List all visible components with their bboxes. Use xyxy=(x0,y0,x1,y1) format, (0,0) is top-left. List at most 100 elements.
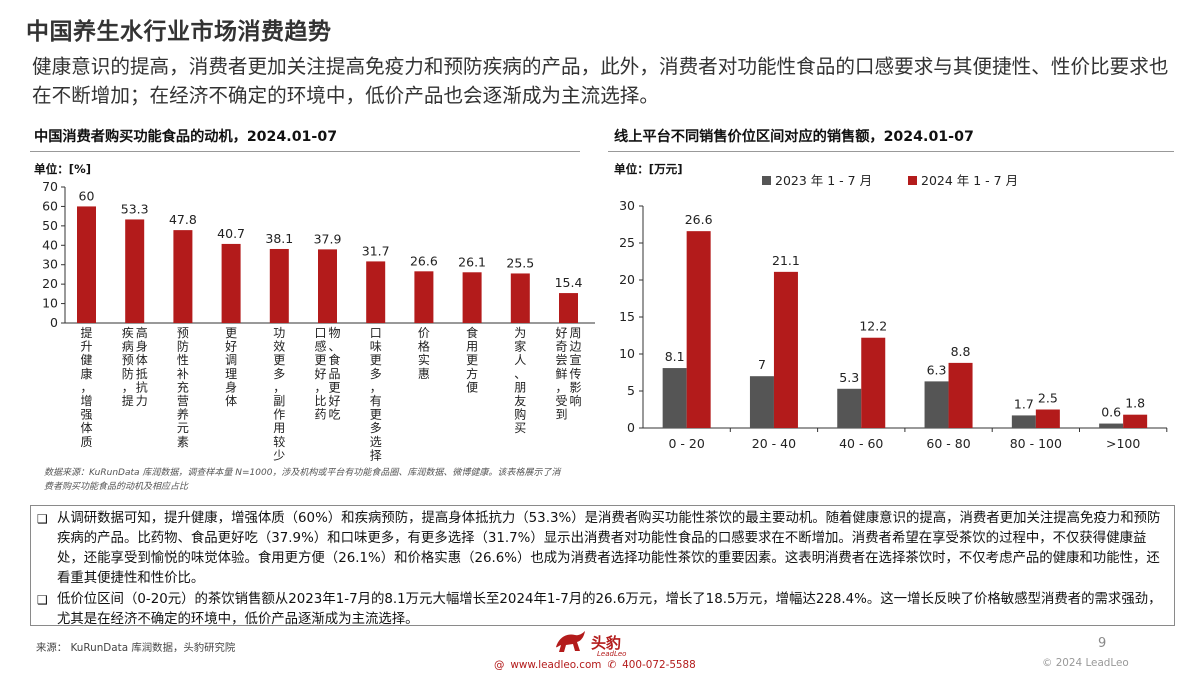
x-category-label: 口味更多，有更多选择 xyxy=(370,326,382,462)
leadleo-logo: 头豹 LeadLeo xyxy=(553,626,637,658)
x-category-char: 方 xyxy=(466,366,478,381)
right-section-rule xyxy=(608,151,1174,152)
x-category-char: 更 xyxy=(225,326,237,340)
x-category-label: 0 - 20 xyxy=(668,436,704,451)
x-category-char: 宣 xyxy=(569,352,581,367)
x-category-char: 感 xyxy=(314,339,326,354)
x-category-char: 疾 xyxy=(122,325,134,340)
x-category-char: 尝 xyxy=(555,352,567,367)
x-category-char: 吃 xyxy=(328,408,340,422)
x-category-char: 用 xyxy=(466,340,478,354)
x-category-char: 副 xyxy=(273,394,285,408)
x-category-label: 20 - 40 xyxy=(752,436,796,451)
website-link[interactable]: www.leadleo.com xyxy=(510,659,602,671)
x-category-char: 更 xyxy=(314,353,326,367)
x-category-char: 更 xyxy=(370,408,382,422)
x-category-char: 购 xyxy=(514,407,526,422)
x-category-char: 食 xyxy=(466,325,478,340)
x-category-char: ， xyxy=(80,380,92,394)
y-tick-label: 30 xyxy=(42,257,58,272)
x-category-char: 防 xyxy=(122,366,134,381)
x-category-char: 体 xyxy=(80,421,92,435)
x-category-char: 鲜 xyxy=(555,367,567,381)
x-category-char: 质 xyxy=(80,435,92,449)
legend-swatch xyxy=(908,176,917,185)
x-category-char: 买 xyxy=(514,421,526,435)
email-icon: @ xyxy=(494,659,505,671)
x-category-char: 价 xyxy=(418,326,430,340)
x-category-char: 传 xyxy=(569,366,581,381)
x-category-char: 惠 xyxy=(418,367,430,381)
x-category-char: 抵 xyxy=(136,367,148,381)
x-category-char: 提 xyxy=(80,325,92,340)
bar xyxy=(1011,415,1036,428)
x-category-char: 影 xyxy=(569,380,581,394)
bar-value-label: 25.5 xyxy=(506,255,534,270)
bar xyxy=(318,249,337,323)
x-category-char: 到 xyxy=(555,408,567,422)
x-category-char: 营 xyxy=(177,394,189,408)
x-category-char: ， xyxy=(273,380,285,394)
y-tick-label: 10 xyxy=(619,346,635,361)
y-tick-label: 0 xyxy=(50,315,58,330)
price-range-sales-chart: 2023 年 1 - 7 月 2024 年 1 - 7 月 0 5 10 15 20 25 30… xyxy=(619,173,1168,451)
analysis-box: ❑ 从调研数据可知，提升健康，增强体质（60%）和疾病预防，提高身体抵抗力（53… xyxy=(30,505,1175,627)
bar xyxy=(125,219,145,323)
x-category-char: 口 xyxy=(370,326,382,340)
x-category-char: 食 xyxy=(328,352,340,367)
page-number: 9 xyxy=(1098,636,1107,651)
x-category-char: 素 xyxy=(177,435,189,449)
x-category-char: 调 xyxy=(225,353,237,367)
footer-source: 来源： KuRunData 库润数据，头豹研究院 xyxy=(36,642,236,654)
x-category-char: 为 xyxy=(514,326,526,340)
bar-value-label: 26.6 xyxy=(685,212,713,227)
y-tick-label: 70 xyxy=(42,179,58,194)
x-category-char: 选 xyxy=(370,435,382,449)
x-category-char: 择 xyxy=(370,448,382,462)
bar xyxy=(221,243,241,323)
checkbox-bullet-icon: ❑ xyxy=(37,593,48,607)
x-category-label: 80 - 100 xyxy=(1010,436,1062,451)
y-tick-label: 20 xyxy=(619,272,635,287)
x-category-label: 40 - 60 xyxy=(839,436,883,451)
x-category-char: 身 xyxy=(136,339,148,354)
bar-value-label: 7 xyxy=(758,357,766,372)
bar xyxy=(924,381,949,428)
bar-value-label: 8.8 xyxy=(951,344,971,359)
bar-value-label: 37.9 xyxy=(314,231,342,246)
analysis-bullet: ❑ 低价位区间（0-20元）的茶饮销售额从2023年1-7月的8.1万元大幅增长… xyxy=(37,590,1164,630)
y-tick-label: 25 xyxy=(619,235,635,250)
x-category-char: 更 xyxy=(466,353,478,367)
x-category-char: 更 xyxy=(328,380,340,394)
x-category-char: ， xyxy=(555,380,567,394)
motivation-bar-chart: 0 10 20 30 40 50 60 70 60 53.3 47.8 40.7 38.1 37.9 31.… xyxy=(42,179,595,462)
x-category-char: 理 xyxy=(225,367,237,381)
x-category-char: 多 xyxy=(370,421,382,435)
x-category-char: 体 xyxy=(225,394,237,408)
bar-value-label: 8.1 xyxy=(665,349,685,364)
logo-subtitle: LeadLeo xyxy=(597,650,627,658)
x-category-char: 提 xyxy=(122,393,134,408)
bar-value-label: 12.2 xyxy=(859,319,887,334)
x-category-char: 防 xyxy=(177,339,189,354)
bar-value-label: 2.5 xyxy=(1038,391,1058,406)
x-category-char: 少 xyxy=(273,448,285,462)
x-category-char: 补 xyxy=(177,367,189,381)
bar xyxy=(948,362,973,428)
bar xyxy=(414,271,434,323)
footer-contact: @ www.leadleo.com ✆ 400-072-5588 xyxy=(494,659,696,671)
bar-value-label: 1.8 xyxy=(1125,396,1145,411)
x-category-char: 充 xyxy=(177,379,189,394)
x-category-char: 康 xyxy=(80,366,92,381)
x-category-char: 味 xyxy=(370,340,382,354)
bar xyxy=(77,206,96,323)
bar xyxy=(173,230,193,323)
x-category-char: 好 xyxy=(555,326,567,340)
x-category-char: 实 xyxy=(418,352,430,367)
legend-label: 2023 年 1 - 7 月 xyxy=(775,173,872,188)
x-category-label: >100 xyxy=(1106,436,1140,451)
x-category-char: 效 xyxy=(273,339,285,354)
